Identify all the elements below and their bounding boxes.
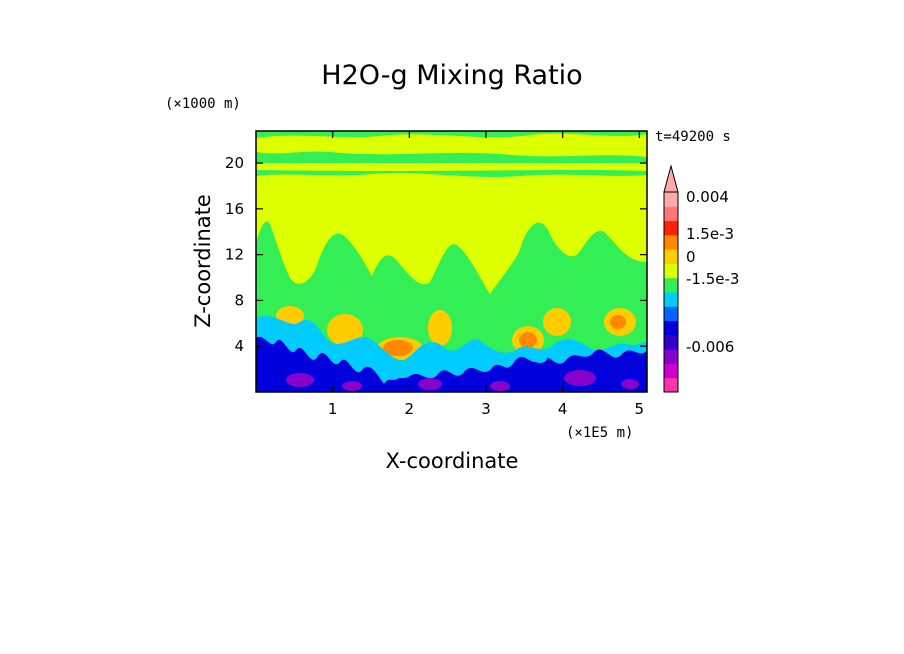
plot-frame	[255, 130, 648, 393]
colorbar-swatch	[664, 363, 678, 379]
chart-title: H2O-g Mixing Ratio	[321, 60, 582, 91]
field-purple-spot	[418, 378, 442, 390]
heatmap-field	[256, 131, 647, 392]
field-purple-spot	[564, 370, 596, 386]
field-upper-band	[256, 133, 647, 157]
field-purple-spot	[621, 379, 639, 389]
y-tick-label: 20	[225, 154, 244, 172]
colorbar-arrow	[663, 164, 679, 193]
colorbar-frame	[663, 191, 679, 393]
x-tick-label: 2	[405, 400, 415, 418]
colorbar-swatch	[664, 334, 678, 350]
field-purple-spot	[490, 381, 510, 391]
colorbar-swatch	[664, 292, 678, 307]
field-orange-blob	[519, 332, 537, 348]
colorbar-swatch	[664, 234, 678, 250]
x-axis: 1 2 3 4 5	[328, 131, 644, 418]
x-tick-label: 4	[558, 400, 568, 418]
colorbar-label: 0.004	[686, 188, 729, 206]
y-axis: 4 8 12 16 20	[225, 154, 647, 355]
field-yellow-plumes	[256, 173, 647, 294]
y-axis-label: Z-coordinate	[191, 194, 215, 328]
y-unit-label: (×1000 m)	[165, 96, 241, 112]
colorbar-label: -0.006	[686, 338, 734, 356]
y-tick-label: 4	[234, 337, 244, 355]
colorbar-swatch	[664, 263, 678, 279]
field-orange-blob	[543, 308, 571, 336]
field-orange-blob	[383, 340, 413, 356]
x-axis-label: X-coordinate	[386, 449, 519, 473]
field-purple-spot	[286, 373, 314, 387]
colorbar-label: 0	[686, 248, 696, 266]
colorbar-swatch	[664, 377, 678, 393]
field-blue-layer	[256, 336, 647, 392]
x-tick-label: 3	[481, 400, 491, 418]
colorbar-swatch	[664, 192, 678, 207]
colorbar-label: 1.5e-3	[686, 225, 734, 243]
field-cyan-spot	[384, 372, 400, 380]
x-tick-label: 1	[328, 400, 338, 418]
field-purple-spot	[342, 381, 362, 391]
colorbar	[663, 164, 679, 393]
field-orange-blob	[428, 310, 452, 346]
colorbar-swatch	[664, 320, 678, 336]
colorbar-swatch	[664, 206, 678, 222]
colorbar-swatch	[664, 306, 678, 322]
colorbar-swatch	[664, 349, 678, 364]
y-tick-label: 8	[234, 291, 244, 309]
colorbar-label: -1.5e-3	[686, 270, 739, 288]
field-cyan-spot	[533, 353, 547, 363]
y-tick-label: 16	[225, 200, 244, 218]
colorbar-swatch	[664, 249, 678, 264]
y-tick-label: 12	[225, 246, 244, 264]
colorbar-swatch	[664, 277, 678, 293]
field-yellow-strip	[256, 163, 647, 171]
x-unit-label: (×1E5 m)	[566, 425, 633, 441]
x-tick-label: 5	[635, 400, 645, 418]
colorbar-swatch	[664, 220, 678, 236]
colorbar-labels: 0.004 1.5e-3 0 -1.5e-3 -0.006	[686, 188, 739, 356]
time-label: t=49200 s	[655, 129, 731, 145]
field-orange-blob	[610, 315, 626, 329]
field-orange-blob	[327, 314, 363, 346]
